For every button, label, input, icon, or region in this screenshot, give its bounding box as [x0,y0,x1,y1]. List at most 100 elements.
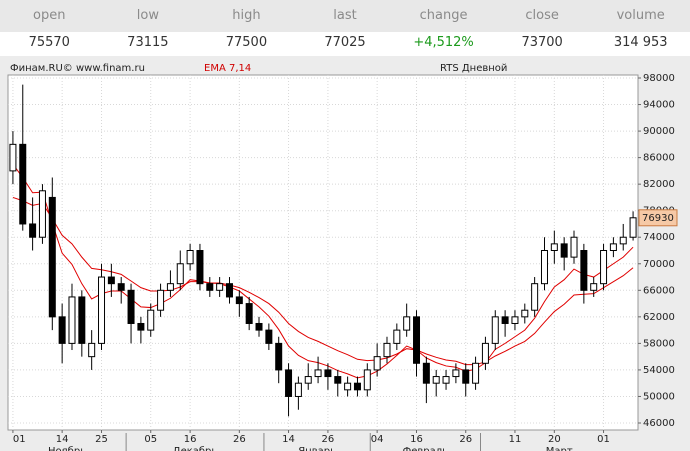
candle-body [393,329,401,344]
month-label: Март [546,446,573,451]
y-tick-label: 98000 [643,73,675,84]
candle-body [353,382,361,391]
source: Финам.RU© [10,63,73,74]
candle-body [373,356,381,371]
month-label: Ноябрь [48,446,86,451]
y-tick-label: 90000 [643,126,675,137]
month-label: Январь [298,446,336,451]
candle-body [491,316,499,344]
candle-body [38,190,46,238]
quote-header-cell: last [333,8,357,23]
candle-body [413,316,421,364]
x-tick-label: 16 [184,434,197,445]
x-tick-label: 01 [597,434,610,445]
candle-body [521,309,529,318]
candle-body [186,250,194,265]
ema-line [12,196,634,366]
y-tick-label: 82000 [643,179,675,190]
candle-body [166,283,174,291]
candle-body [157,289,165,311]
candle-body [275,342,283,371]
x-tick-label: 11 [509,434,522,445]
y-tick-label: 74000 [643,232,675,243]
candle-body [442,376,450,384]
candle-body [304,376,312,384]
last-price-label: 76930 [642,213,674,224]
candle-body [314,369,322,378]
candle-body [19,143,27,225]
candle-body [294,382,302,397]
quote-values: 75570 73115 77500 77025 +4,512% 73700 314 953 [0,32,690,56]
candle-body [462,369,470,384]
y-tick-label: 70000 [643,259,675,270]
last-price-box [638,209,678,227]
y-tick-label: 58000 [643,338,675,349]
y-tick-label: 50000 [643,391,675,402]
month-label: Февраль [403,446,449,451]
candle-body [432,376,440,384]
x-tick-label: 05 [144,434,157,445]
x-tick-label: 14 [56,434,69,445]
candle-body [590,283,598,291]
quote-value-cell: 73700 [521,35,563,50]
candle-body [531,283,539,311]
quote-value-cell: 314 953 [613,35,668,50]
candle-body [107,276,115,285]
y-tick-label: 86000 [643,153,675,164]
quote-value-cell: 73115 [127,35,169,50]
ema-line [12,163,634,379]
candle-body [285,369,293,397]
candle-body [540,250,548,285]
candle-body [600,250,608,285]
candle-body [127,289,135,324]
quote-value-cell: 75570 [28,35,70,50]
candle-body [147,309,155,331]
y-tick-label: 54000 [643,365,675,376]
x-tick-label: 14 [282,434,295,445]
candle-body [216,283,224,291]
candle-body [511,316,519,324]
candle-body [324,369,332,378]
candle-body [452,369,460,378]
x-tick-label: 01 [13,434,26,445]
quote-table: open low high last change close volume 75570 73… [0,0,690,56]
candle-body [48,196,56,318]
candle-body [422,362,430,384]
candle-body [98,276,106,344]
candle-body [58,316,66,344]
candle-body [609,243,617,252]
plot-area [7,74,639,431]
candle-body [629,217,637,238]
candle-body [235,296,243,305]
candle-body [206,283,214,291]
quote-value-cell: 77025 [324,35,366,50]
candle-body [176,263,184,285]
candle-body [245,303,253,324]
candle-body [472,362,480,384]
candle-body [78,296,86,344]
chart: Финам.RU© www.finam.ru EMA 7,14 RTS Днев… [0,56,690,451]
candle-body [196,250,204,285]
candle-body [570,236,578,258]
indicator-label: EMA 7,14 [204,63,251,74]
y-tick-label: 94000 [643,100,675,111]
candle-body [225,283,233,298]
candle-body [501,316,509,324]
x-tick-label: 26 [233,434,246,445]
candle-body [403,316,411,331]
month-label: Декабрь [173,446,218,451]
quote-value-cell: +4,512% [413,35,474,50]
candle-body [137,322,145,331]
candle-body [265,329,273,344]
candle-body [550,243,558,252]
site: www.finam.ru [76,63,145,74]
quote-header-cell: high [232,8,261,23]
quote-header-cell: low [136,8,159,23]
x-tick-label: 26 [459,434,472,445]
candle-body [580,250,588,291]
quote-header: open low high last change close volume [0,0,690,32]
candle-body [363,369,371,391]
x-tick-label: 25 [95,434,108,445]
candle-body [383,342,391,358]
x-tick-label: 04 [371,434,384,445]
